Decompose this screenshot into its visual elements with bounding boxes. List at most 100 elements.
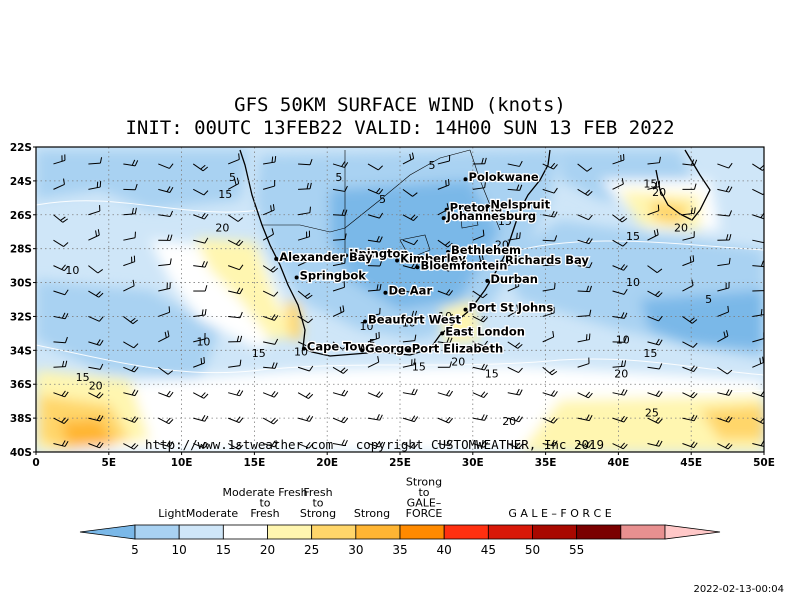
wind-barb: [717, 305, 730, 317]
wind-barb: [612, 154, 625, 165]
city-dot: [440, 331, 445, 336]
legend-category-line: Moderate: [186, 507, 239, 520]
wind-barb: [193, 441, 209, 449]
wind-barb: [437, 389, 453, 397]
wind-barb: [647, 417, 663, 424]
wind-barb: [53, 312, 69, 320]
legend-category-label: G A L E – F O R C E: [508, 507, 611, 520]
contour-label: 5: [705, 293, 712, 306]
wind-barb: [612, 360, 627, 368]
wind-barb: [647, 180, 660, 190]
city-dot: [446, 250, 451, 255]
contour-label: 15: [218, 188, 232, 201]
wind-barb: [437, 337, 453, 344]
city-marker: Upington: [344, 245, 410, 262]
wind-barb: [367, 163, 383, 171]
wind-barb: [228, 416, 244, 424]
wind-barb: [437, 265, 453, 272]
wind-barb: [472, 340, 488, 347]
wind-barb: [262, 180, 276, 190]
city-dot: [274, 256, 279, 261]
wind-barb: [647, 265, 663, 274]
contour-label: 20: [495, 239, 509, 252]
wind-barb: [437, 289, 454, 296]
contour-label: 15: [643, 178, 657, 191]
wind-barb: [472, 315, 488, 323]
wind-barb: [332, 281, 345, 292]
wind-barb: [123, 341, 139, 349]
wind-barb: [227, 214, 244, 222]
wind-barb: [53, 154, 66, 165]
lon-tick-label: 0: [32, 457, 39, 469]
wind-barb: [612, 288, 628, 295]
lon-tick-label: 25E: [389, 457, 411, 469]
lat-tick-label: 40S: [10, 447, 32, 459]
wind-barb: [263, 156, 277, 165]
city-name: Springbok: [300, 268, 367, 282]
city-name: Cape Town: [307, 340, 376, 354]
lon-tick-label: 10E: [171, 457, 193, 469]
wind-barb: [123, 255, 136, 267]
city-dot: [395, 258, 400, 263]
wind-barb: [577, 391, 593, 399]
city-marker: Durban: [485, 271, 539, 287]
legend-swatch: [267, 524, 313, 540]
wind-barb: [752, 309, 764, 317]
wind-barb: [612, 415, 628, 423]
wind-barb: [228, 335, 243, 343]
lat-tick-label: 36S: [10, 379, 32, 391]
city-dot: [444, 207, 449, 212]
wind-barb: [437, 239, 453, 248]
wind-barb: [332, 439, 348, 447]
wind-barb: [577, 333, 591, 343]
wind-barb: [402, 239, 419, 246]
wind-barb: [88, 157, 103, 165]
wind-barb: [332, 185, 348, 192]
wind-barb: [53, 390, 69, 398]
wind-barb: [53, 336, 68, 344]
contour-label: 15: [485, 367, 499, 380]
wind-barb: [507, 442, 523, 450]
city-dot: [441, 216, 446, 221]
legend-category-line: GALE–: [407, 497, 442, 510]
city-name: Alexander Bay: [279, 250, 373, 264]
legend-tick-label: 45: [481, 543, 496, 557]
wind-barb: [682, 341, 698, 348]
city-marker: Kimberley: [395, 250, 468, 267]
wind-barb: [298, 158, 313, 166]
wind-barb: [437, 313, 453, 320]
wind-barb: [297, 290, 313, 299]
wind-barb: [437, 416, 454, 424]
wind-barb: [53, 178, 65, 190]
wind-barb: [332, 305, 345, 317]
city-name: Richards Bay: [505, 253, 589, 267]
city-name: Pretoria: [450, 201, 503, 215]
wind-barb: [472, 181, 486, 190]
wind-barb: [88, 315, 104, 322]
wind-barb: [542, 187, 558, 194]
city-name: Beaufort West: [368, 313, 462, 327]
latitude-axis: 22S 24S 26S 28S 30S 32S 34S 36S 38S 40S: [10, 142, 36, 459]
legend-tick-label: 40: [437, 543, 452, 557]
wind-barb: [88, 363, 104, 370]
wind-barb: [262, 440, 279, 448]
wind-barb: [297, 340, 314, 348]
city-marker: Bethlehem: [446, 242, 522, 258]
wind-barb: [542, 259, 557, 267]
wind-barb: [402, 152, 415, 165]
wind-barb: [717, 416, 733, 423]
wind-barb: [542, 417, 558, 424]
city-name: De Aar: [388, 284, 432, 298]
wind-barb: [228, 359, 242, 368]
legend-swatch: [576, 524, 622, 540]
wind-barb: [262, 204, 275, 216]
wind-barb: [577, 188, 593, 196]
legend-category-line: to: [259, 497, 270, 510]
wind-barb: [227, 177, 240, 190]
wind-barb: [437, 179, 450, 190]
city-marker: Pretoria: [444, 199, 504, 216]
legend-category-line: G A L E – F O R C E: [508, 507, 611, 520]
wind-barb: [437, 361, 452, 368]
contour-label: 25: [645, 406, 659, 419]
